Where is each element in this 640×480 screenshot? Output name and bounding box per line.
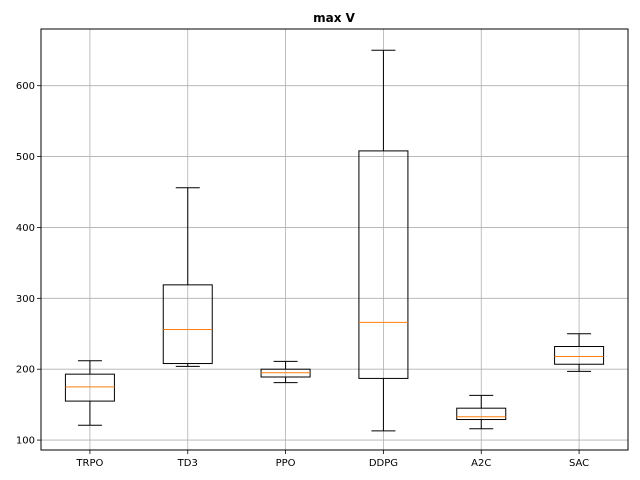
box-ddpg [358, 49, 409, 432]
iqr-box [456, 407, 507, 421]
x-tick-label: TRPO [75, 458, 103, 469]
box-trpo [64, 360, 115, 426]
iqr-box [554, 346, 605, 365]
iqr-box [64, 373, 115, 402]
axis-layer: 100 200 300 400 500 600 TRPO TD3 PPO DDPG A2C SAC [16, 81, 589, 469]
x-tick-label: DDPG [369, 458, 398, 469]
x-tick-label: TD3 [177, 458, 198, 469]
box-ppo [260, 360, 311, 384]
y-tick-label: 600 [16, 81, 35, 92]
iqr-box [358, 150, 409, 379]
y-tick-label: 300 [16, 294, 35, 305]
box-a2c [456, 394, 507, 430]
y-tick-label: 500 [16, 152, 35, 163]
y-tick-label: 100 [16, 436, 35, 447]
y-tick-label: 200 [16, 365, 35, 376]
iqr-box [162, 284, 213, 365]
box-layer [64, 49, 605, 432]
box-td3 [162, 187, 213, 367]
x-tick-label: A2C [471, 458, 491, 469]
plot-frame [40, 28, 629, 451]
x-tick-label: SAC [569, 458, 589, 469]
box-sac [554, 333, 605, 372]
chart-title: max V [313, 11, 356, 25]
x-tick-label: PPO [276, 458, 296, 469]
y-tick-label: 400 [16, 223, 35, 234]
